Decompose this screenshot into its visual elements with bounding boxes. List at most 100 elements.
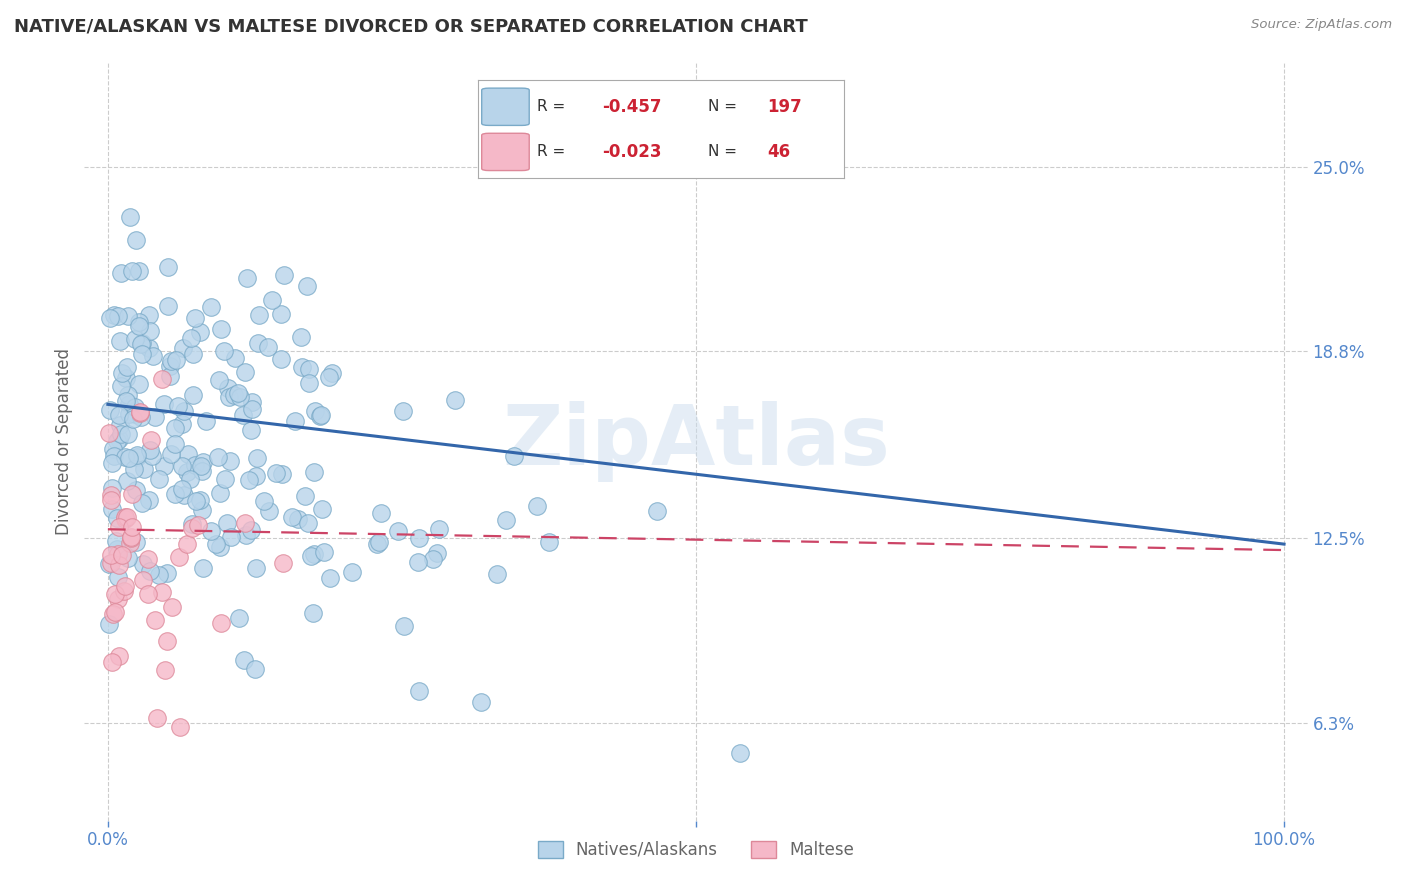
Point bbox=[131, 347, 153, 361]
Point bbox=[138, 564, 160, 578]
Point bbox=[124, 331, 146, 345]
Point bbox=[124, 407, 146, 421]
Point bbox=[183, 388, 205, 402]
Point bbox=[108, 558, 131, 572]
Point bbox=[108, 432, 131, 446]
Point bbox=[470, 695, 492, 709]
Point bbox=[239, 524, 262, 538]
Point bbox=[159, 369, 181, 384]
Point bbox=[128, 376, 150, 391]
Point bbox=[121, 519, 143, 533]
Point bbox=[208, 373, 231, 387]
Point bbox=[111, 366, 134, 380]
Point bbox=[298, 362, 321, 376]
Point bbox=[408, 684, 430, 698]
Point bbox=[232, 409, 254, 423]
Point bbox=[120, 530, 142, 544]
Point bbox=[259, 504, 281, 518]
Point bbox=[98, 425, 121, 440]
Point bbox=[148, 472, 170, 486]
Point bbox=[152, 584, 174, 599]
Point bbox=[370, 506, 392, 520]
Point bbox=[165, 352, 187, 367]
Point bbox=[136, 552, 159, 566]
Point bbox=[120, 532, 142, 546]
Point bbox=[177, 447, 200, 461]
Point bbox=[408, 531, 430, 545]
Point bbox=[159, 447, 181, 461]
Point bbox=[98, 402, 121, 417]
Point bbox=[124, 400, 146, 414]
Point bbox=[131, 496, 153, 510]
Text: ZipAtlas: ZipAtlas bbox=[502, 401, 890, 482]
Point bbox=[184, 310, 207, 325]
Text: Source: ZipAtlas.com: Source: ZipAtlas.com bbox=[1251, 18, 1392, 31]
Point bbox=[200, 300, 222, 314]
Point bbox=[160, 599, 183, 614]
Point bbox=[180, 331, 202, 345]
Point bbox=[159, 359, 181, 374]
Point bbox=[426, 546, 449, 560]
Point bbox=[150, 372, 173, 386]
Point bbox=[129, 336, 152, 351]
Point bbox=[537, 535, 560, 549]
Point bbox=[107, 592, 129, 607]
Point bbox=[176, 465, 198, 479]
Point bbox=[191, 503, 214, 517]
Point bbox=[188, 325, 211, 339]
Point bbox=[107, 649, 129, 664]
Point bbox=[229, 390, 252, 404]
Point bbox=[209, 615, 232, 630]
Point bbox=[141, 449, 163, 463]
Point bbox=[131, 336, 153, 351]
Point bbox=[110, 426, 132, 441]
Point bbox=[391, 403, 413, 417]
Point bbox=[117, 309, 139, 323]
Point bbox=[235, 527, 257, 541]
Point bbox=[163, 487, 186, 501]
Point bbox=[188, 492, 211, 507]
Point bbox=[148, 567, 170, 582]
Point bbox=[200, 524, 222, 538]
Point bbox=[287, 512, 309, 526]
Point bbox=[645, 503, 668, 517]
Text: R =: R = bbox=[537, 99, 565, 114]
Point bbox=[392, 619, 415, 633]
Point bbox=[214, 472, 236, 486]
Point bbox=[207, 450, 229, 464]
Point bbox=[108, 520, 131, 534]
Point bbox=[114, 579, 136, 593]
Point bbox=[219, 530, 242, 544]
Point bbox=[298, 376, 321, 391]
Point bbox=[98, 616, 121, 631]
Point bbox=[103, 450, 125, 464]
Point bbox=[117, 550, 139, 565]
Point bbox=[107, 570, 129, 584]
Point bbox=[217, 381, 239, 395]
Point bbox=[128, 315, 150, 329]
Point bbox=[299, 549, 322, 563]
Point bbox=[224, 351, 246, 366]
Point bbox=[302, 606, 325, 620]
Point bbox=[108, 417, 131, 432]
Point bbox=[112, 584, 135, 599]
Text: N =: N = bbox=[709, 145, 737, 160]
Point bbox=[101, 655, 124, 669]
Point bbox=[247, 309, 270, 323]
Point bbox=[101, 607, 124, 621]
Point bbox=[205, 537, 228, 551]
Point bbox=[117, 360, 139, 375]
Point bbox=[302, 547, 325, 561]
Point bbox=[129, 405, 152, 419]
Point bbox=[169, 720, 191, 734]
Point bbox=[406, 555, 429, 569]
Point bbox=[167, 399, 190, 413]
Point bbox=[297, 516, 319, 530]
Point bbox=[253, 494, 276, 508]
Point bbox=[121, 264, 143, 278]
Text: N =: N = bbox=[709, 99, 737, 114]
Text: 46: 46 bbox=[766, 143, 790, 161]
Point bbox=[232, 653, 254, 667]
Point bbox=[160, 354, 183, 368]
Point bbox=[156, 566, 179, 580]
